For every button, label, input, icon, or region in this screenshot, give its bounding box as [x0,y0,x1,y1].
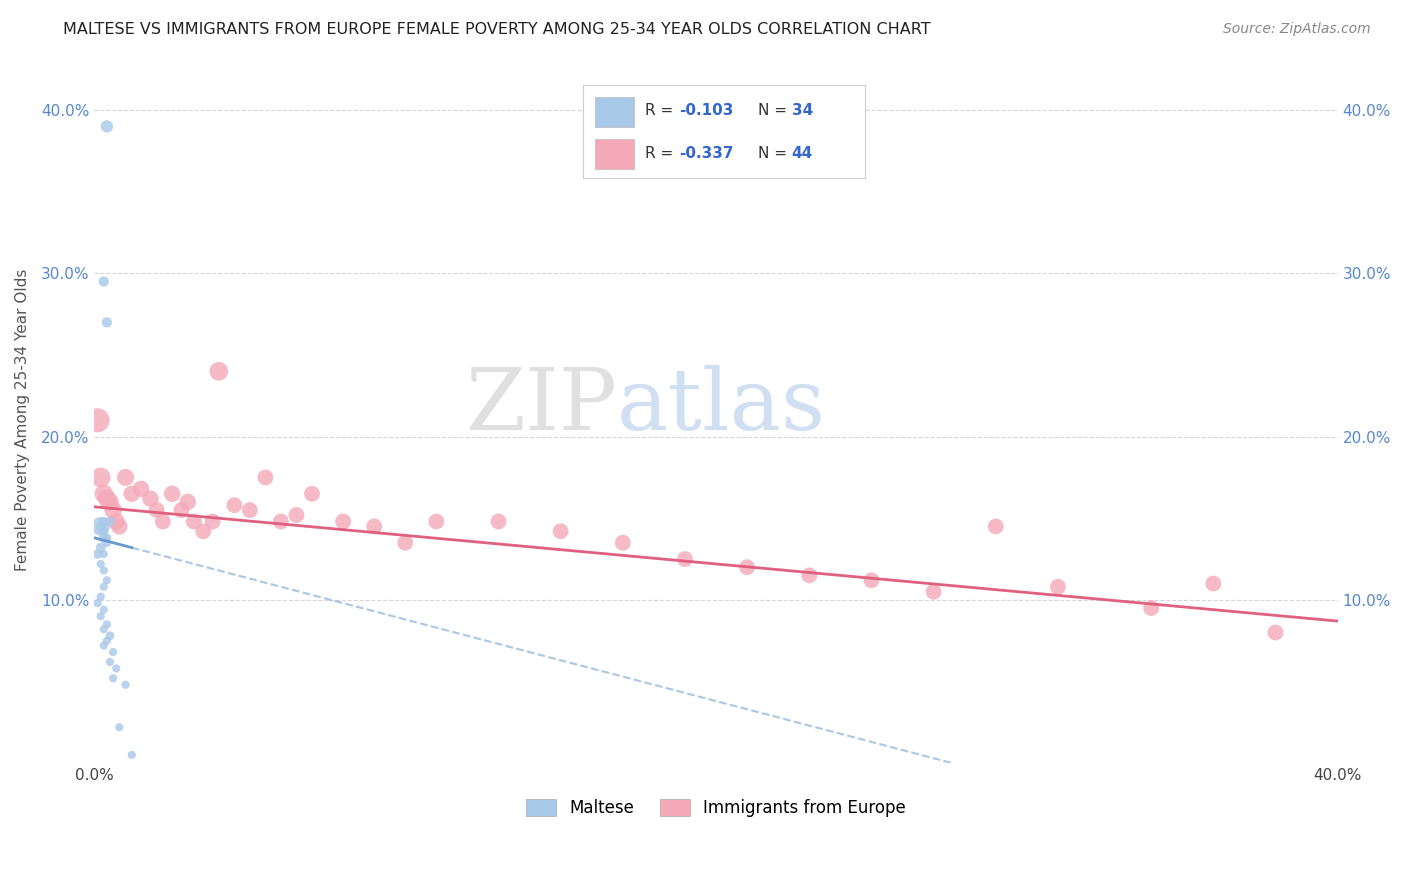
Point [121,747,143,762]
Point [984,519,1007,533]
Point [922,584,945,599]
Text: Source: ZipAtlas.com: Source: ZipAtlas.com [1223,22,1371,37]
Legend: Maltese, Immigrants from Europe: Maltese, Immigrants from Europe [520,792,912,823]
Point [105,661,128,675]
Point [98,495,121,509]
Point [90,519,112,533]
Y-axis label: Female Poverty Among 25-34 Year Olds: Female Poverty Among 25-34 Year Olds [15,269,30,572]
Point [201,515,224,529]
Text: atlas: atlas [617,365,825,448]
Point [301,487,323,501]
Point [208,364,231,378]
Point [332,515,354,529]
Point [101,503,124,517]
Text: ZIP: ZIP [465,365,617,448]
Point [93,487,115,501]
Point [139,491,162,506]
Point [735,560,758,574]
Point [270,515,292,529]
Point [90,590,112,604]
Point [224,498,246,512]
Text: R =: R = [645,145,679,161]
Text: 44: 44 [792,145,813,161]
Point [860,574,883,588]
Point [93,275,115,289]
Point [96,617,118,632]
Point [90,519,112,533]
Point [93,531,115,545]
Point [1202,576,1225,591]
Point [96,491,118,506]
Point [101,645,124,659]
Point [98,629,121,643]
Text: 34: 34 [792,103,813,119]
Point [90,557,112,571]
Point [90,541,112,555]
Text: -0.103: -0.103 [679,103,734,119]
Point [90,609,112,624]
Point [394,535,416,549]
Point [612,535,634,549]
FancyBboxPatch shape [595,139,634,169]
Point [239,503,262,517]
Point [105,515,128,529]
Point [799,568,821,582]
Point [108,519,131,533]
Point [93,622,115,636]
Point [114,470,136,484]
Point [170,503,193,517]
Point [488,515,510,529]
Point [1264,625,1286,640]
Point [93,580,115,594]
Text: -0.337: -0.337 [679,145,734,161]
Point [550,524,572,539]
Point [1140,601,1163,615]
Point [121,487,143,501]
Point [285,508,308,522]
Point [254,470,277,484]
Point [96,574,118,588]
Text: N =: N = [758,103,792,119]
Point [129,482,152,496]
Point [86,596,108,610]
Point [108,720,131,734]
Point [160,487,183,501]
Point [98,515,121,529]
Point [96,120,118,134]
Point [93,524,115,539]
Point [86,547,108,561]
Point [96,531,118,545]
FancyBboxPatch shape [595,97,634,127]
Point [98,655,121,669]
Point [93,547,115,561]
Point [90,470,112,484]
Text: R =: R = [645,103,679,119]
Point [152,515,174,529]
Point [96,535,118,549]
Point [96,315,118,329]
Text: MALTESE VS IMMIGRANTS FROM EUROPE FEMALE POVERTY AMONG 25-34 YEAR OLDS CORRELATI: MALTESE VS IMMIGRANTS FROM EUROPE FEMALE… [63,22,931,37]
Point [114,678,136,692]
Point [193,524,215,539]
Point [93,639,115,653]
Point [673,552,696,566]
Point [363,519,385,533]
Point [96,633,118,648]
Point [93,564,115,578]
Point [101,671,124,685]
Point [183,515,205,529]
Point [145,503,167,517]
Point [86,413,108,427]
Point [93,602,115,616]
Point [93,515,115,529]
Point [425,515,447,529]
Point [177,495,200,509]
Point [1046,580,1069,594]
Text: N =: N = [758,145,792,161]
